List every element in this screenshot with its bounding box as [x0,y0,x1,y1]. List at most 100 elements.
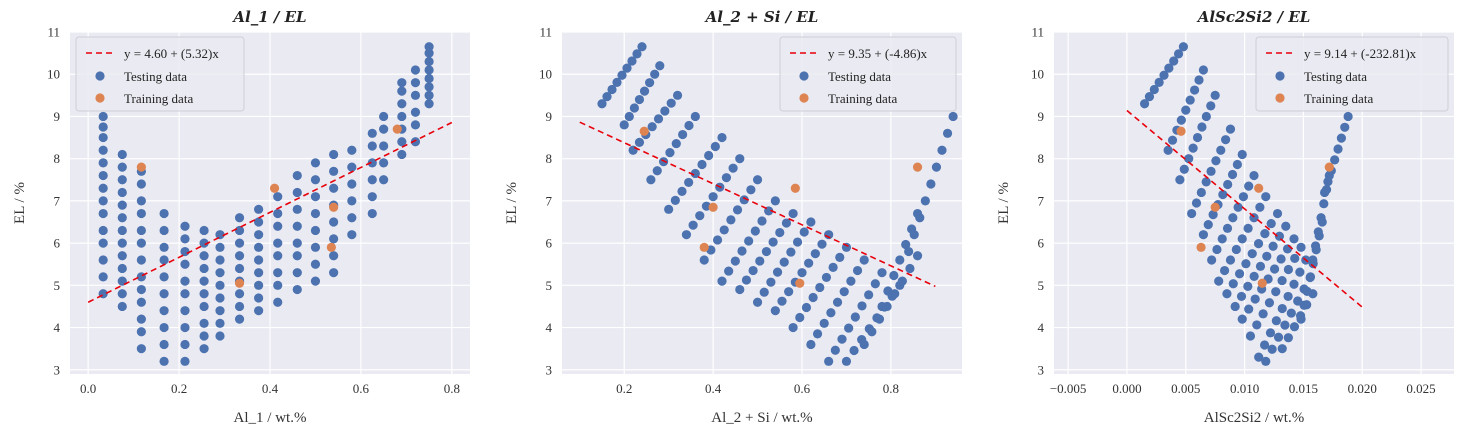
testing-point [735,154,745,164]
testing-point [920,196,930,206]
testing-point [273,268,283,278]
testing-point [379,124,389,134]
x-tick-label: 0.020 [1348,381,1377,396]
testing-point [159,255,169,265]
y-tick-label: 5 [1038,278,1045,293]
x-tick-label: 0.015 [1289,381,1318,396]
y-tick-label: 11 [47,25,60,40]
testing-point [1289,234,1299,244]
testing-point [1194,75,1204,85]
testing-point [292,268,302,278]
testing-point [424,82,434,92]
testing-point [628,145,638,155]
x-tick-label: 0.005 [1171,381,1200,396]
testing-point [806,217,816,227]
testing-point [759,287,769,297]
testing-point [1184,154,1194,164]
testing-point [844,323,854,333]
testing-point [329,183,339,193]
testing-point [690,168,700,179]
x-tick-label: −0.005 [1050,381,1087,396]
testing-point [1264,298,1275,308]
testing-point [199,344,209,354]
testing-point [617,70,627,80]
testing-point [159,208,169,219]
chart-title: Al_1 / EL [231,8,306,26]
testing-point [867,327,877,337]
training-point [1196,242,1206,252]
legend-testing-label: Testing data [1304,69,1367,84]
testing-point [1225,255,1236,265]
testing-point [1283,333,1293,343]
testing-point [895,255,905,265]
testing-point [1217,234,1227,244]
testing-point [622,63,632,73]
x-tick-label: 0.2 [616,381,632,396]
testing-point [98,145,108,155]
testing-point [1222,223,1233,233]
testing-point [852,265,863,276]
y-tick-label: 9 [546,109,553,124]
testing-point [750,226,760,236]
y-tick-label: 9 [54,109,61,124]
testing-point [379,175,389,185]
testing-point [98,132,108,143]
testing-point [1179,164,1189,174]
testing-point [804,258,814,268]
training-point [329,202,339,212]
testing-point [1232,159,1242,170]
regression-line [87,121,453,303]
testing-point [846,276,856,286]
testing-point [948,111,958,122]
testing-point [159,242,169,252]
testing-point [901,239,911,250]
testing-point [752,297,763,307]
testing-point [117,263,127,274]
testing-point [717,132,727,143]
testing-point [117,289,127,299]
training-data-series [639,126,923,288]
testing-point [254,280,264,290]
testing-point [730,256,740,266]
y-tick-label: 11 [1031,25,1044,40]
training-point [699,242,709,252]
x-tick-label: 0.010 [1230,381,1259,396]
testing-point [1206,101,1216,111]
training-point [136,162,146,172]
testing-point [1247,249,1257,259]
legend-training-label: Training data [828,91,897,106]
testing-point [1274,231,1285,241]
legend-fit-label: y = 9.35 + (-4.86)x [828,46,928,61]
testing-point [329,166,339,176]
testing-point [424,73,434,84]
testing-point [678,129,688,140]
testing-point [273,280,283,290]
testing-point [1237,314,1247,324]
testing-point [775,227,785,238]
testing-point [1283,291,1293,302]
testing-point [199,289,209,299]
testing-point [397,99,407,109]
y-tick-label: 10 [539,67,552,82]
testing-point [215,306,225,316]
testing-point [770,306,780,316]
legend-training-label: Training data [1304,91,1373,106]
testing-point [1271,287,1281,297]
testing-point [904,246,914,257]
testing-point [329,268,339,278]
testing-point [1159,70,1169,80]
testing-point [1254,352,1264,362]
testing-point [273,238,283,248]
testing-point [1267,344,1277,354]
testing-point [712,235,723,245]
testing-point [1305,272,1315,283]
testing-point [1260,229,1270,239]
testing-point [748,265,758,276]
testing-point [234,314,245,324]
testing-point [607,84,617,95]
testing-point [652,166,662,176]
testing-point [699,255,709,265]
testing-point [1243,281,1253,291]
testing-point [180,306,190,316]
testing-point [889,270,899,281]
